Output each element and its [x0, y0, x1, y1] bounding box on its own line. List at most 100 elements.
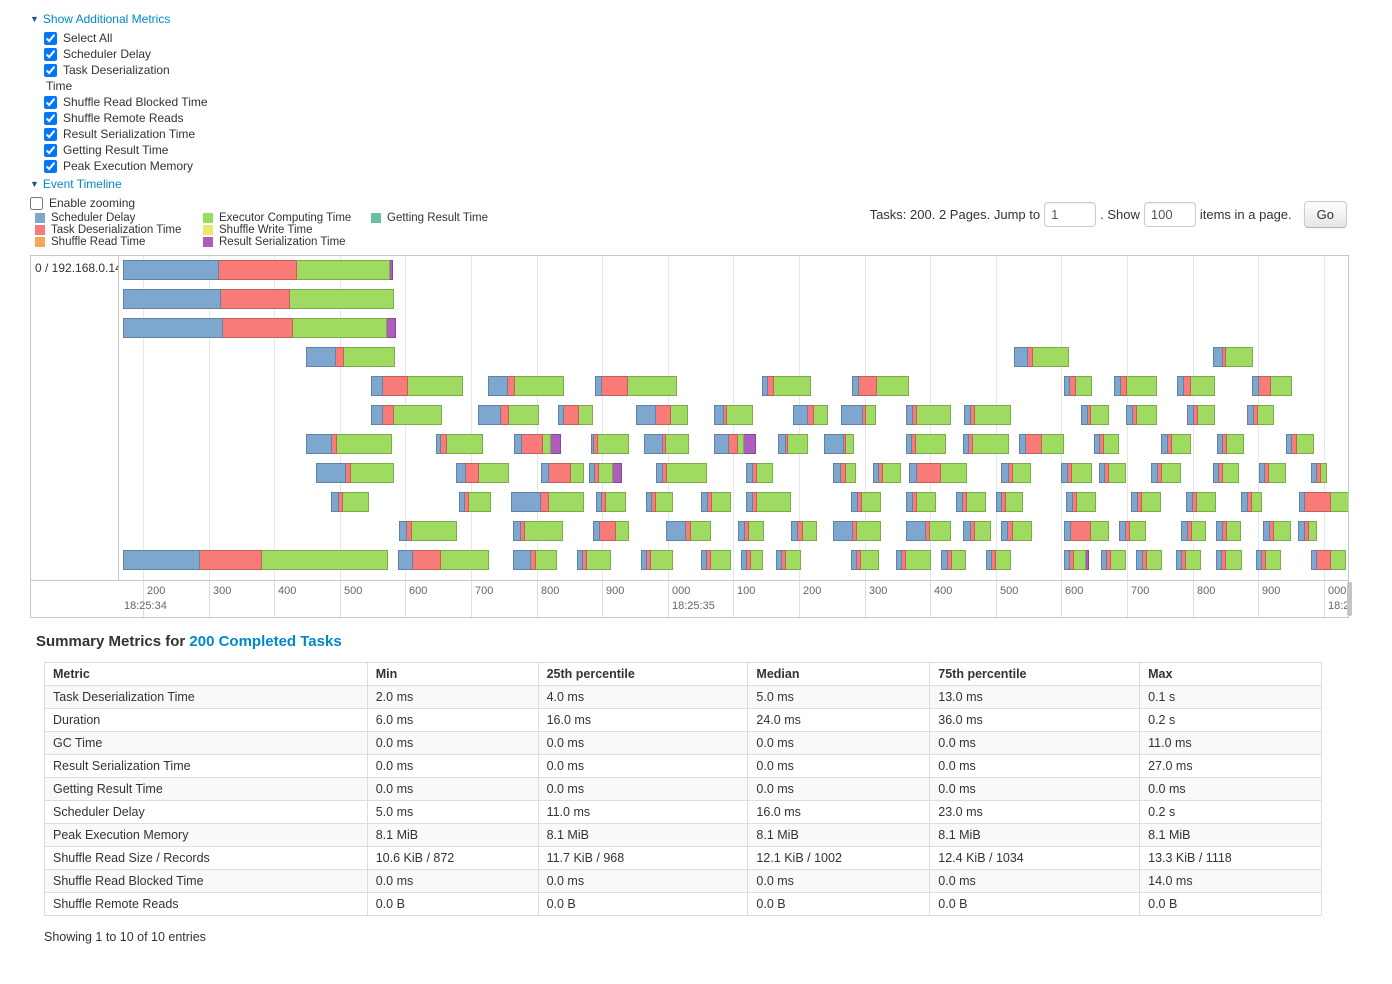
timeline-task-bar[interactable]: [824, 434, 854, 454]
timeline-task-bar[interactable]: [1298, 521, 1317, 541]
timeline-task-bar[interactable]: [964, 405, 1011, 425]
timeline-task-bar[interactable]: [1081, 405, 1109, 425]
timeline-task-bar[interactable]: [1311, 550, 1346, 570]
timeline-task-bar[interactable]: [123, 260, 393, 280]
timeline-task-bar[interactable]: [1187, 405, 1215, 425]
task-deserialization-checkbox[interactable]: [44, 63, 57, 77]
timeline-task-bar[interactable]: [459, 492, 491, 512]
timeline-task-bar[interactable]: [636, 405, 688, 425]
go-button[interactable]: Go: [1303, 201, 1347, 228]
timeline-task-bar[interactable]: [595, 376, 677, 396]
jump-to-page-input[interactable]: [1044, 202, 1097, 227]
items-per-page-input[interactable]: [1143, 202, 1196, 227]
metric-checkbox-item[interactable]: Scheduler Delay: [44, 46, 290, 62]
event-timeline-toggle[interactable]: ▼ Event Timeline: [30, 177, 290, 191]
timeline-task-bar[interactable]: [1136, 550, 1162, 570]
timeline-task-bar[interactable]: [398, 550, 489, 570]
timeline-task-bar[interactable]: [1066, 492, 1096, 512]
timeline-task-bar[interactable]: [123, 289, 394, 309]
timeline-task-bar[interactable]: [1064, 521, 1109, 541]
timeline-task-bar[interactable]: [1263, 521, 1291, 541]
timeline-task-bar[interactable]: [306, 434, 392, 454]
timeline-task-bar[interactable]: [1181, 521, 1206, 541]
show-additional-metrics-toggle[interactable]: ▼ Show Additional Metrics: [30, 12, 290, 26]
timeline-task-bar[interactable]: [852, 376, 909, 396]
timeline-task-bar[interactable]: [963, 434, 1009, 454]
timeline-task-bar[interactable]: [1186, 492, 1216, 512]
timeline-task-bar[interactable]: [399, 521, 457, 541]
timeline-task-bar[interactable]: [514, 434, 561, 454]
timeline-task-bar[interactable]: [316, 463, 394, 483]
metric-checkbox-item[interactable]: Shuffle Read Blocked Time: [44, 94, 290, 110]
timeline-task-bar[interactable]: [1176, 550, 1201, 570]
timeline-task-bar[interactable]: [123, 318, 396, 338]
timeline-task-bar[interactable]: [963, 521, 991, 541]
metric-checkbox-item[interactable]: Result Serialization Time: [44, 126, 290, 142]
timeline-task-bar[interactable]: [1213, 463, 1239, 483]
timeline-task-bar[interactable]: [776, 550, 801, 570]
timeline-task-bar[interactable]: [1299, 492, 1348, 512]
timeline-task-bar[interactable]: [331, 492, 369, 512]
timeline-task-bar[interactable]: [666, 521, 711, 541]
timeline-task-bar[interactable]: [513, 521, 563, 541]
horizontal-scrollbar-thumb[interactable]: [1347, 582, 1352, 616]
timeline-task-bar[interactable]: [941, 550, 966, 570]
timeline-task-bar[interactable]: [644, 434, 689, 454]
timeline-task-bar[interactable]: [1151, 463, 1181, 483]
shuffle-remote-reads-checkbox[interactable]: [44, 111, 57, 125]
timeline-task-bar[interactable]: [1311, 463, 1327, 483]
select-all-checkbox[interactable]: [44, 31, 57, 45]
timeline-task-bar[interactable]: [593, 521, 629, 541]
peak-execution-memory-checkbox[interactable]: [44, 159, 57, 173]
timeline-task-bar[interactable]: [1114, 376, 1157, 396]
timeline-task-bar[interactable]: [436, 434, 483, 454]
timeline-task-bar[interactable]: [511, 492, 584, 512]
timeline-task-bar[interactable]: [646, 492, 673, 512]
timeline-task-bar[interactable]: [1161, 434, 1191, 454]
timeline-task-bar[interactable]: [746, 463, 773, 483]
timeline-task-bar[interactable]: [596, 492, 626, 512]
timeline-task-bar[interactable]: [1217, 434, 1244, 454]
timeline-task-bar[interactable]: [123, 550, 388, 570]
timeline-task-bar[interactable]: [306, 347, 395, 367]
timeline-task-bar[interactable]: [488, 376, 564, 396]
result-serialization-time-checkbox[interactable]: [44, 127, 57, 141]
timeline-task-bar[interactable]: [1014, 347, 1069, 367]
timeline-task-bar[interactable]: [558, 405, 593, 425]
timeline-task-bar[interactable]: [738, 521, 764, 541]
timeline-task-bar[interactable]: [906, 405, 951, 425]
enable-zooming-option[interactable]: Enable zooming: [30, 195, 290, 211]
timeline-task-bar[interactable]: [1286, 434, 1314, 454]
timeline-task-bar[interactable]: [591, 434, 629, 454]
timeline-task-bar[interactable]: [956, 492, 986, 512]
timeline-task-bar[interactable]: [906, 521, 951, 541]
timeline-task-bar[interactable]: [589, 463, 622, 483]
timeline-task-bar[interactable]: [577, 550, 611, 570]
timeline-task-bar[interactable]: [778, 434, 808, 454]
timeline-task-bar[interactable]: [851, 550, 879, 570]
metric-checkbox-item[interactable]: Getting Result Time: [44, 142, 290, 158]
timeline-task-bar[interactable]: [1094, 434, 1119, 454]
timeline-task-bar[interactable]: [478, 405, 539, 425]
timeline-task-bar[interactable]: [541, 463, 584, 483]
timeline-task-bar[interactable]: [1119, 521, 1146, 541]
timeline-task-bar[interactable]: [1259, 463, 1286, 483]
timeline-task-bar[interactable]: [906, 434, 946, 454]
timeline-task-bar[interactable]: [641, 550, 673, 570]
timeline-task-bar[interactable]: [833, 463, 856, 483]
timeline-task-bar[interactable]: [1099, 463, 1126, 483]
timeline-task-bar[interactable]: [791, 521, 817, 541]
timeline-task-bar[interactable]: [1101, 550, 1126, 570]
timeline-task-bar[interactable]: [1064, 550, 1089, 570]
metric-checkbox-item[interactable]: Peak Execution Memory: [44, 158, 290, 174]
timeline-task-bar[interactable]: [986, 550, 1011, 570]
timeline-task-bar[interactable]: [1019, 434, 1064, 454]
timeline-task-bar[interactable]: [714, 405, 753, 425]
timeline-task-bar[interactable]: [833, 521, 881, 541]
timeline-task-bar[interactable]: [873, 463, 901, 483]
timeline-task-bar[interactable]: [906, 492, 936, 512]
scheduler-delay-checkbox[interactable]: [44, 47, 57, 61]
timeline-task-bar[interactable]: [1131, 492, 1161, 512]
timeline-task-bar[interactable]: [851, 492, 881, 512]
timeline-task-bar[interactable]: [1126, 405, 1157, 425]
